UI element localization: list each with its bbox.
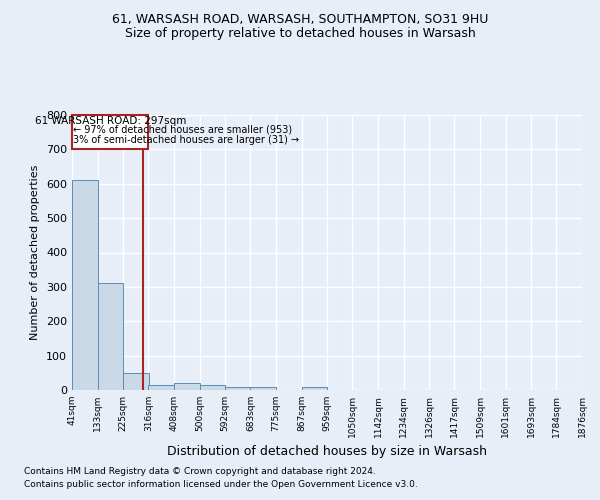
Text: 61, WARSASH ROAD, WARSASH, SOUTHAMPTON, SO31 9HU: 61, WARSASH ROAD, WARSASH, SOUTHAMPTON, … [112,12,488,26]
Bar [250,386,276,390]
Text: 61 WARSASH ROAD: 297sqm: 61 WARSASH ROAD: 297sqm [35,116,186,126]
Bar [225,387,251,390]
Text: 3% of semi-detached houses are larger (31) →: 3% of semi-detached houses are larger (3… [73,134,299,145]
Bar [123,373,149,390]
X-axis label: Distribution of detached houses by size in Warsash: Distribution of detached houses by size … [167,446,487,458]
Text: ← 97% of detached houses are smaller (953): ← 97% of detached houses are smaller (95… [73,125,292,135]
Bar [72,180,98,390]
Bar [200,385,225,390]
Bar [98,284,123,390]
Bar [302,387,327,390]
Text: Contains HM Land Registry data © Crown copyright and database right 2024.: Contains HM Land Registry data © Crown c… [24,467,376,476]
Y-axis label: Number of detached properties: Number of detached properties [31,165,40,340]
FancyBboxPatch shape [72,115,148,150]
Bar [148,385,174,390]
Text: Size of property relative to detached houses in Warsash: Size of property relative to detached ho… [125,28,475,40]
Text: Contains public sector information licensed under the Open Government Licence v3: Contains public sector information licen… [24,480,418,489]
Bar [174,383,200,390]
